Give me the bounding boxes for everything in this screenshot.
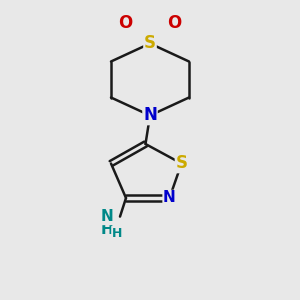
Text: O: O bbox=[118, 14, 133, 32]
Text: N: N bbox=[100, 209, 113, 224]
Text: O: O bbox=[167, 14, 182, 32]
Text: H: H bbox=[112, 226, 122, 240]
Text: H: H bbox=[100, 222, 113, 237]
Text: N: N bbox=[143, 106, 157, 124]
Text: S: S bbox=[144, 34, 156, 52]
Text: N: N bbox=[163, 190, 176, 206]
Text: S: S bbox=[176, 154, 188, 172]
